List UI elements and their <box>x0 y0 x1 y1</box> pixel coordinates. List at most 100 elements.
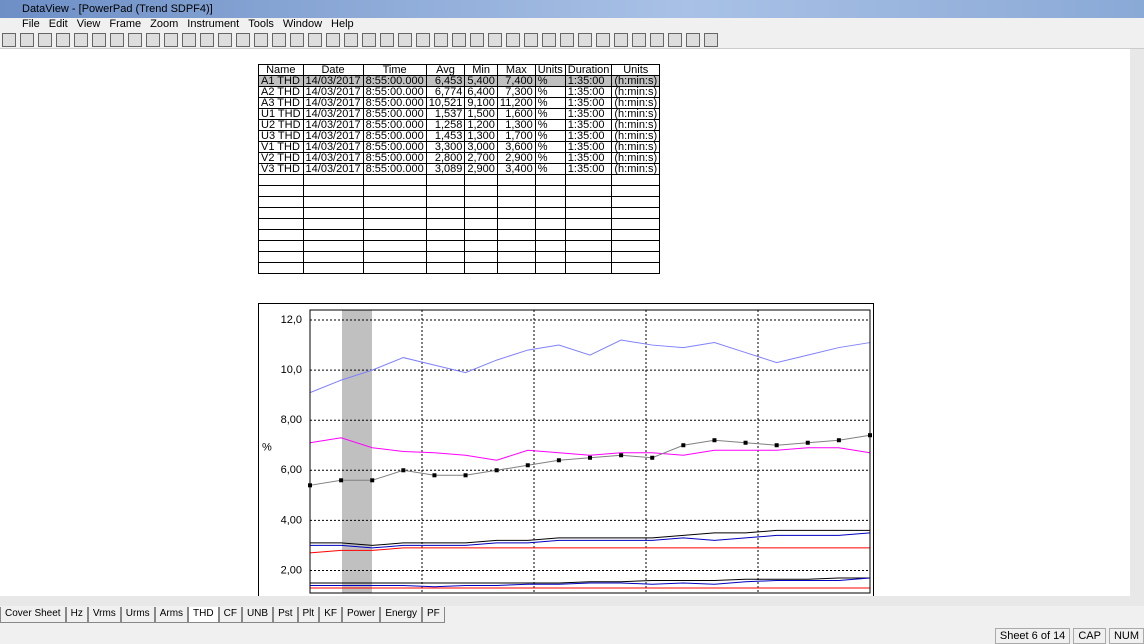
toolbar-button[interactable] <box>2 33 16 47</box>
cell: 1,300 <box>496 119 536 131</box>
toolbar-button[interactable] <box>398 33 412 47</box>
toolbar-button[interactable] <box>668 33 682 47</box>
cell <box>425 185 466 197</box>
cell: 14/03/2017 <box>302 86 364 98</box>
sheet-tab[interactable]: Power <box>341 607 381 623</box>
cell <box>496 207 536 219</box>
sheet-tab[interactable]: UNB <box>241 607 274 623</box>
table-row[interactable]: U2 THD 14/03/2017 8:55:00.000 1,258 1,200 1,3… <box>258 119 661 131</box>
table-row[interactable]: A1 THD 14/03/2017 8:55:00.000 6,453 5,400 7,4… <box>258 75 661 87</box>
sheet-tab[interactable]: Arms <box>154 607 189 623</box>
cell <box>534 196 566 208</box>
sheet-tab[interactable]: THD <box>188 607 219 623</box>
menu-item[interactable]: Frame <box>109 18 142 30</box>
menu-item[interactable]: Tools <box>248 18 274 30</box>
table-row[interactable]: V1 THD 14/03/2017 8:55:00.000 3,300 3,000 3,6… <box>258 141 661 153</box>
sheet-tab[interactable]: KF <box>319 607 342 623</box>
toolbar-button[interactable] <box>560 33 574 47</box>
table-row[interactable]: U1 THD 14/03/2017 8:55:00.000 1,537 1,500 1,6… <box>258 108 661 120</box>
toolbar-button[interactable] <box>578 33 592 47</box>
toolbar-button[interactable] <box>650 33 664 47</box>
toolbar-button[interactable] <box>416 33 430 47</box>
toolbar-button[interactable] <box>272 33 286 47</box>
toolbar-button[interactable] <box>488 33 502 47</box>
toolbar-button[interactable] <box>524 33 538 47</box>
table-row[interactable]: U3 THD 14/03/2017 8:55:00.000 1,453 1,300 1,7… <box>258 130 661 142</box>
toolbar-button[interactable] <box>56 33 70 47</box>
toolbar-button[interactable] <box>470 33 484 47</box>
sheet-tab[interactable]: Cover Sheet <box>0 607 66 623</box>
toolbar-button[interactable] <box>74 33 88 47</box>
table-row[interactable]: V2 THD 14/03/2017 8:55:00.000 2,800 2,700 2,9… <box>258 152 661 164</box>
toolbar-button[interactable] <box>164 33 178 47</box>
toolbar <box>0 31 1144 49</box>
toolbar-button[interactable] <box>290 33 304 47</box>
toolbar-button[interactable] <box>614 33 628 47</box>
sheet-tab[interactable]: CF <box>218 607 242 623</box>
toolbar-button[interactable] <box>434 33 448 47</box>
menu-item[interactable]: Help <box>331 18 354 30</box>
cell: 14/03/2017 <box>302 97 364 109</box>
toolbar-button[interactable] <box>92 33 106 47</box>
menu-item[interactable]: Edit <box>48 18 68 30</box>
toolbar-button[interactable] <box>686 33 700 47</box>
point-marker <box>712 438 717 443</box>
toolbar-button[interactable] <box>344 33 358 47</box>
cell: 6,774 <box>425 86 466 98</box>
toolbar-button[interactable] <box>128 33 142 47</box>
menu-item[interactable]: View <box>76 18 101 30</box>
sheet-tab[interactable]: Hz <box>65 607 88 623</box>
toolbar-button[interactable] <box>200 33 214 47</box>
cell: 1,537 <box>425 108 466 120</box>
toolbar-button[interactable] <box>596 33 610 47</box>
horizontal-scrollbar[interactable] <box>0 596 1144 606</box>
toolbar-button[interactable] <box>308 33 322 47</box>
menu-item[interactable]: Window <box>282 18 323 30</box>
toolbar-button[interactable] <box>38 33 52 47</box>
toolbar-button[interactable] <box>20 33 34 47</box>
toolbar-button[interactable] <box>254 33 268 47</box>
sheet-tab[interactable]: Urms <box>120 607 155 623</box>
menu-item[interactable]: File <box>22 18 40 30</box>
cell <box>258 174 304 186</box>
cell: % <box>534 86 566 98</box>
cell: 8:55:00.000 <box>362 163 427 175</box>
cell <box>258 207 304 219</box>
cell <box>425 218 466 230</box>
toolbar-button[interactable] <box>506 33 520 47</box>
sheet-tab[interactable]: PF <box>422 607 445 623</box>
toolbar-button[interactable] <box>110 33 124 47</box>
sheet-tab[interactable]: Energy <box>380 607 423 623</box>
cell <box>258 262 304 274</box>
cell <box>464 196 498 208</box>
cell: A2 THD <box>258 86 304 98</box>
cell: 7,300 <box>496 86 536 98</box>
toolbar-button[interactable] <box>704 33 718 47</box>
cell <box>362 196 427 208</box>
cell: 14/03/2017 <box>302 163 364 175</box>
toolbar-button[interactable] <box>218 33 232 47</box>
cell: 3,089 <box>425 163 466 175</box>
toolbar-button[interactable] <box>542 33 556 47</box>
menu-item[interactable]: Instrument <box>187 18 240 30</box>
toolbar-button[interactable] <box>380 33 394 47</box>
table-row[interactable]: A2 THD 14/03/2017 8:55:00.000 6,774 6,400 7,3… <box>258 86 661 98</box>
toolbar-button[interactable] <box>182 33 196 47</box>
vertical-scrollbar[interactable] <box>1130 49 1144 596</box>
toolbar-button[interactable] <box>632 33 646 47</box>
cell <box>496 174 536 186</box>
toolbar-button[interactable] <box>326 33 340 47</box>
sheet-tab[interactable]: Pst <box>273 607 298 623</box>
cell <box>302 229 364 241</box>
cell: V2 THD <box>258 152 304 164</box>
toolbar-button[interactable] <box>236 33 250 47</box>
table-row[interactable]: V3 THD 14/03/2017 8:55:00.000 3,089 2,900 3,4… <box>258 163 661 175</box>
menu-item[interactable]: Zoom <box>150 18 179 30</box>
toolbar-button[interactable] <box>452 33 466 47</box>
sheet-tab[interactable]: Plt <box>297 607 320 623</box>
sheet-tab[interactable]: Vrms <box>87 607 121 623</box>
cell: 8:55:00.000 <box>362 152 427 164</box>
toolbar-button[interactable] <box>146 33 160 47</box>
table-row[interactable]: A3 THD 14/03/2017 8:55:00.000 10,521 9,100 11… <box>258 97 661 109</box>
toolbar-button[interactable] <box>362 33 376 47</box>
